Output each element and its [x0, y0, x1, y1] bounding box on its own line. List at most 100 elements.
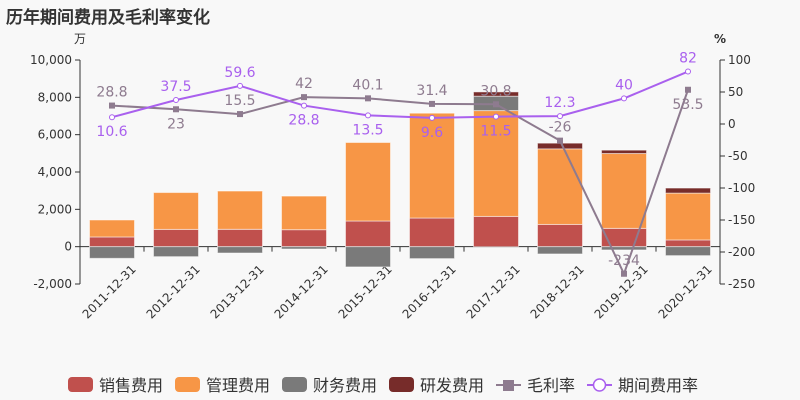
right-unit-label: %: [714, 32, 726, 46]
chart-title: 历年期间费用及毛利率变化: [6, 8, 210, 28]
point-毛利率: [365, 95, 371, 102]
bar-销售费用: [217, 228, 263, 248]
x-tick-label: 2017-12-31: [464, 262, 523, 321]
point-期间费用率: [301, 102, 307, 109]
right-tick-label: 0: [728, 117, 736, 131]
bar-销售费用: [153, 228, 199, 248]
legend-label-期间费用率: 期间费用率: [618, 376, 698, 395]
point-毛利率: [109, 102, 115, 109]
data-label-期间费用率: 82: [679, 51, 697, 67]
bar-财务费用: [217, 246, 263, 254]
data-label-期间费用率: 59.6: [224, 65, 255, 81]
legend-swatch-销售费用: [68, 377, 93, 392]
bar-研发费用: [473, 91, 519, 97]
data-label-期间费用率: 10.6: [96, 124, 127, 140]
bar-研发费用: [665, 187, 711, 194]
data-label-期间费用率: 28.8: [288, 113, 319, 129]
bar-财务费用: [601, 246, 647, 251]
bar-销售费用: [409, 217, 455, 248]
data-label-期间费用率: 12.3: [544, 95, 575, 111]
bar-销售费用: [345, 220, 391, 248]
legend-marker-期间费用率: [592, 378, 607, 392]
point-毛利率: [621, 270, 627, 277]
bar-管理费用: [409, 112, 455, 219]
left-tick-label: 8,000: [38, 90, 72, 104]
bar-管理费用: [89, 219, 135, 238]
bar-财务费用: [281, 246, 327, 250]
x-tick-label: 2015-12-31: [336, 262, 395, 321]
x-tick-label: 2012-12-31: [144, 262, 203, 321]
legend-swatch-研发费用: [389, 377, 414, 392]
bar-财务费用: [153, 246, 199, 258]
point-毛利率: [685, 86, 691, 93]
legend-label-研发费用: 研发费用: [420, 376, 484, 395]
x-tick-label: 2016-12-31: [400, 262, 459, 321]
right-tick-label: 50: [728, 85, 743, 99]
data-label-毛利率: 30.8: [480, 83, 511, 99]
bar-财务费用: [89, 246, 135, 259]
data-label-毛利率: 15.5: [224, 93, 255, 109]
line-毛利率: [111, 89, 689, 277]
point-毛利率: [429, 100, 435, 107]
bar-管理费用: [601, 153, 647, 229]
bar-管理费用: [473, 110, 519, 217]
bar-管理费用: [153, 192, 199, 230]
point-期间费用率: [621, 95, 627, 102]
point-毛利率: [237, 111, 243, 118]
data-label-毛利率: 23: [167, 116, 185, 132]
right-tick-label: -150: [728, 213, 755, 227]
point-期间费用率: [173, 97, 179, 103]
legend-label-财务费用: 财务费用: [313, 376, 377, 395]
data-label-期间费用率: 40: [615, 77, 633, 93]
legend-marker-毛利率: [503, 380, 514, 391]
point-期间费用率: [685, 68, 691, 75]
bar-销售费用: [281, 229, 327, 248]
bar-管理费用: [217, 190, 263, 230]
bar-管理费用: [665, 192, 711, 241]
left-tick-label: 0: [64, 240, 72, 254]
data-label-期间费用率: 13.5: [352, 122, 383, 138]
right-tick-label: -100: [728, 181, 755, 195]
point-期间费用率: [237, 82, 243, 89]
point-毛利率: [493, 101, 499, 108]
data-label-期间费用率: 11.5: [480, 124, 511, 140]
data-label-毛利率: 53.5: [672, 97, 703, 113]
bar-销售费用: [537, 223, 583, 248]
legend-swatch-财务费用: [282, 377, 307, 392]
point-期间费用率: [365, 112, 371, 119]
data-label-毛利率: 40.1: [352, 77, 383, 93]
x-tick-label: 2020-12-31: [656, 262, 715, 321]
legend-swatch-管理费用: [175, 377, 200, 392]
point-期间费用率: [109, 114, 115, 121]
bar-财务费用: [537, 246, 583, 255]
legend-label-管理费用: 管理费用: [206, 376, 270, 395]
data-label-毛利率: -234: [608, 253, 640, 269]
point-期间费用率: [493, 113, 499, 120]
legend-label-毛利率: 毛利率: [527, 376, 575, 395]
left-unit-label: 万: [74, 32, 86, 46]
data-label-毛利率: 31.4: [416, 83, 447, 99]
bar-财务费用: [409, 246, 455, 260]
point-毛利率: [301, 94, 307, 101]
line-期间费用率: [111, 70, 689, 119]
data-label-毛利率: -26: [549, 120, 572, 136]
bar-销售费用: [665, 239, 711, 248]
right-tick-label: -200: [728, 245, 755, 259]
bar-销售费用: [89, 236, 135, 248]
data-label-期间费用率: 9.6: [421, 125, 443, 141]
point-毛利率: [557, 137, 563, 144]
left-tick-label: 10,000: [30, 53, 72, 67]
bar-财务费用: [345, 246, 391, 268]
right-tick-label: 100: [728, 53, 751, 67]
left-tick-label: 6,000: [38, 128, 72, 142]
bar-管理费用: [345, 142, 391, 222]
data-label-期间费用率: 37.5: [160, 79, 191, 95]
right-tick-label: -250: [728, 277, 755, 291]
x-tick-label: 2011-12-31: [80, 262, 139, 321]
point-毛利率: [173, 106, 179, 113]
bar-管理费用: [537, 148, 583, 225]
x-tick-label: 2018-12-31: [528, 262, 587, 321]
legend-label-销售费用: 销售费用: [99, 376, 163, 395]
